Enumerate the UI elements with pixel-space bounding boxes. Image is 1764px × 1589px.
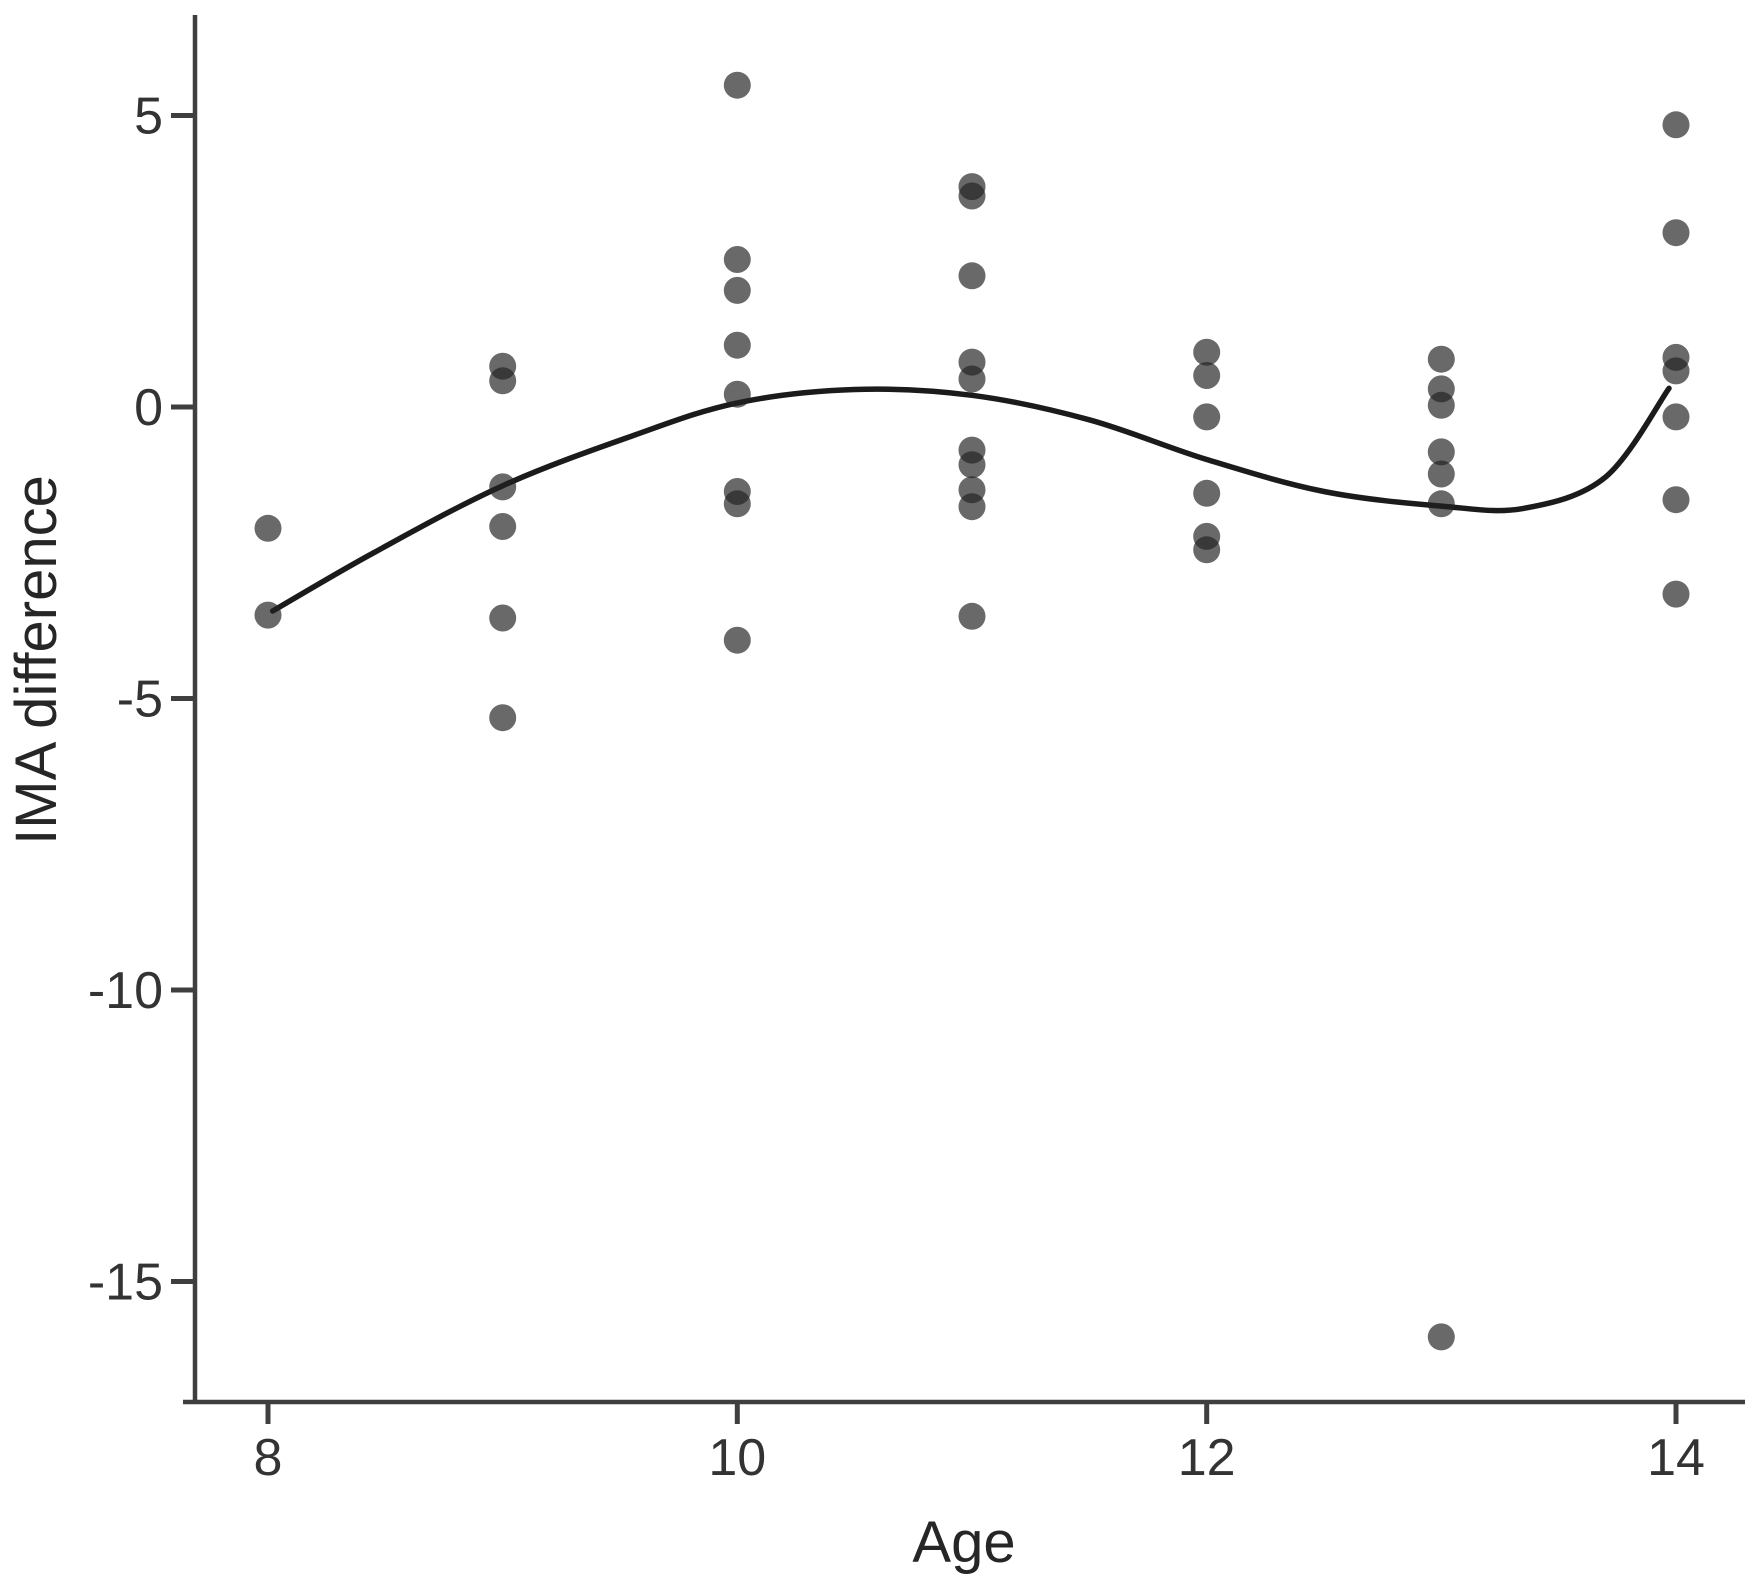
data-point xyxy=(1193,362,1221,389)
data-point xyxy=(1427,490,1455,518)
data-point xyxy=(1193,536,1221,564)
data-point xyxy=(254,601,282,629)
data-point xyxy=(958,451,986,479)
data-point xyxy=(1662,219,1690,247)
x-tick-group: 8 10 12 14 xyxy=(254,1402,1705,1487)
data-point xyxy=(723,626,751,654)
data-point xyxy=(1427,438,1455,466)
y-axis-title: IMA difference xyxy=(4,475,69,845)
data-point xyxy=(958,182,986,210)
data-point xyxy=(723,71,751,99)
data-point xyxy=(1662,580,1690,608)
x-tick-label: 8 xyxy=(254,1429,283,1487)
data-point xyxy=(1193,479,1221,507)
data-point xyxy=(489,704,517,732)
data-point xyxy=(1427,1323,1455,1351)
y-tick-group: 5 0 -5 -10 -15 xyxy=(88,88,195,1312)
data-point xyxy=(958,493,986,521)
data-point xyxy=(723,490,751,518)
data-point xyxy=(1427,345,1455,373)
y-tick-label: -10 xyxy=(88,962,163,1020)
data-point xyxy=(1193,403,1221,431)
y-tick-label: 5 xyxy=(134,88,163,146)
data-point xyxy=(723,331,751,359)
data-point xyxy=(1662,486,1690,514)
data-point xyxy=(1662,403,1690,431)
x-axis-title: Age xyxy=(912,1510,1015,1575)
data-point xyxy=(958,602,986,630)
y-tick-label: -5 xyxy=(117,671,163,729)
x-tick-label: 14 xyxy=(1647,1429,1705,1487)
axes xyxy=(183,15,1745,1405)
data-point xyxy=(958,262,986,290)
data-point xyxy=(723,276,751,304)
data-point xyxy=(1427,391,1455,419)
data-point xyxy=(1662,357,1690,385)
x-tick-label: 12 xyxy=(1178,1429,1236,1487)
data-point xyxy=(489,367,517,395)
y-tick-label: 0 xyxy=(134,379,163,437)
y-tick-label: -15 xyxy=(88,1254,163,1312)
data-point xyxy=(1427,460,1455,488)
data-point xyxy=(1193,338,1221,366)
data-point xyxy=(958,365,986,393)
data-point xyxy=(723,380,751,408)
data-point xyxy=(254,514,282,542)
x-tick-label: 10 xyxy=(708,1429,766,1487)
data-point xyxy=(489,513,517,540)
data-point xyxy=(489,604,517,632)
data-point xyxy=(489,473,517,501)
scatter-points xyxy=(254,71,1690,1351)
data-point xyxy=(1662,111,1690,139)
data-point xyxy=(723,246,751,273)
